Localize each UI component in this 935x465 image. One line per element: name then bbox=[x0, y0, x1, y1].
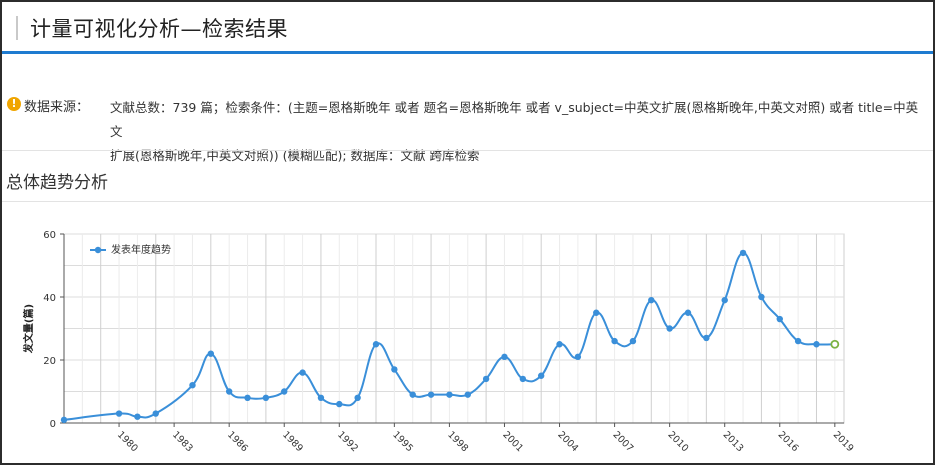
x-tick-label: 1992 bbox=[335, 429, 360, 454]
data-point bbox=[537, 372, 545, 379]
x-tick-label: 2001 bbox=[500, 429, 525, 454]
data-point bbox=[703, 334, 710, 342]
data-point bbox=[336, 400, 343, 408]
data-point bbox=[574, 353, 582, 361]
data-point bbox=[427, 391, 435, 398]
data-point bbox=[299, 369, 306, 376]
data-point bbox=[776, 315, 783, 323]
trend-chart: 0 20 40 60 发文量(篇) 1980 1983 1986 1989 1992 1995 199… bbox=[22, 230, 856, 454]
data-point bbox=[391, 366, 398, 373]
x-tick-label: 2019 bbox=[831, 429, 856, 454]
data-point bbox=[244, 394, 251, 401]
data-point bbox=[464, 391, 471, 398]
x-tick-label: 2016 bbox=[776, 429, 801, 454]
data-point bbox=[556, 341, 563, 348]
data-point bbox=[60, 416, 68, 424]
data-point bbox=[115, 410, 123, 417]
data-source-line-1: 文献总数：739 篇；检索条件：(主题=恩格斯晚年 或者 题名=恩格斯晚年 或者… bbox=[110, 100, 919, 139]
y-tick-label: 40 bbox=[43, 293, 56, 304]
data-point bbox=[666, 325, 673, 332]
data-point bbox=[152, 410, 159, 417]
series-line bbox=[63, 251, 835, 421]
y-tick-label: 0 bbox=[50, 419, 56, 430]
x-tick-label: 2007 bbox=[610, 429, 635, 454]
legend-label: 发表年度趋势 bbox=[111, 243, 171, 256]
legend-marker bbox=[94, 246, 102, 254]
data-point bbox=[794, 337, 802, 345]
data-point bbox=[189, 382, 196, 389]
y-axis-label: 发文量(篇) bbox=[22, 304, 35, 354]
data-source-text: 文献总数：739 篇；检索条件：(主题=恩格斯晚年 或者 题名=恩格斯晚年 或者… bbox=[110, 96, 925, 168]
x-tick-label: 1986 bbox=[225, 429, 250, 454]
data-source-line-2: 扩展(恩格斯晚年,中英文对照)) (模糊匹配); 数据库：文献 跨库检索 bbox=[110, 148, 480, 163]
data-point bbox=[262, 394, 270, 401]
x-tick-label: 2010 bbox=[666, 429, 691, 454]
x-tick-label: 1989 bbox=[280, 429, 305, 454]
y-tick-label: 20 bbox=[43, 356, 56, 367]
data-point bbox=[354, 394, 361, 401]
data-point bbox=[225, 388, 233, 395]
data-point bbox=[207, 350, 215, 357]
divider bbox=[2, 150, 933, 151]
data-point bbox=[593, 309, 600, 316]
x-tick-label: 1980 bbox=[115, 429, 140, 454]
x-tick-label: 1998 bbox=[445, 429, 470, 454]
data-point bbox=[317, 394, 325, 401]
warning-icon: ! bbox=[7, 97, 21, 111]
data-point bbox=[134, 413, 141, 420]
page-header: 计量可视化分析—检索结果 bbox=[2, 2, 933, 54]
x-tick-label: 1983 bbox=[170, 429, 195, 454]
data-point bbox=[684, 309, 692, 316]
data-point bbox=[648, 296, 655, 304]
data-point bbox=[629, 337, 637, 345]
data-point bbox=[281, 388, 288, 395]
x-tick-label: 2004 bbox=[555, 429, 580, 454]
y-tick-label: 60 bbox=[43, 230, 56, 241]
data-point bbox=[758, 293, 765, 301]
data-point bbox=[519, 375, 527, 383]
data-point bbox=[446, 391, 453, 398]
page-title: 计量可视化分析—检索结果 bbox=[30, 17, 288, 41]
title-bar-accent bbox=[16, 16, 18, 40]
data-point bbox=[409, 391, 416, 398]
data-point bbox=[721, 296, 728, 304]
data-point bbox=[501, 353, 508, 361]
data-point bbox=[482, 375, 490, 383]
data-point bbox=[739, 249, 747, 257]
divider bbox=[2, 201, 933, 202]
data-point bbox=[372, 341, 380, 348]
data-source-label: 数据来源： bbox=[24, 100, 90, 115]
section-title: 总体趋势分析 bbox=[6, 173, 108, 193]
x-tick-label: 1995 bbox=[390, 429, 415, 454]
data-point bbox=[830, 339, 840, 349]
data-point bbox=[611, 337, 618, 345]
data-point bbox=[813, 341, 820, 348]
x-tick-label: 2013 bbox=[721, 429, 746, 454]
